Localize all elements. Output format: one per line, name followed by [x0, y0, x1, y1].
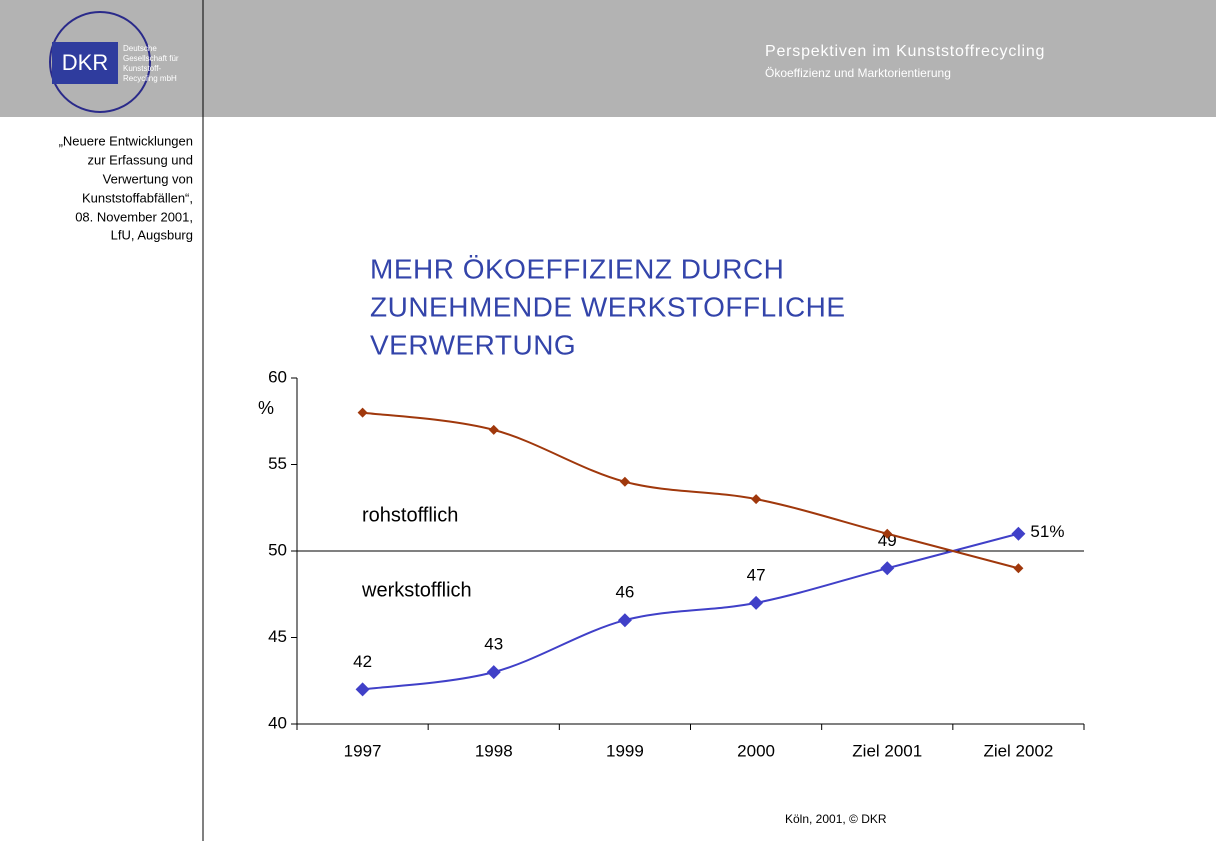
data-label: 42	[353, 652, 372, 671]
sidebar-line: zur Erfassung und	[87, 152, 193, 167]
y-tick-label: 40	[268, 713, 287, 732]
chart-title: VERWERTUNG	[370, 329, 576, 360]
data-label: 47	[747, 565, 766, 584]
logo-text: Deutsche	[123, 44, 157, 53]
data-point	[488, 424, 499, 435]
data-point	[882, 528, 893, 539]
y-tick-label: 45	[268, 627, 287, 646]
data-point	[751, 494, 762, 505]
x-tick-label: Ziel 2002	[983, 741, 1053, 760]
chart-title: MEHR ÖKOEFFIZIENZ DURCH	[370, 253, 784, 284]
x-tick-label: 2000	[737, 741, 775, 760]
data-label: 51%	[1030, 522, 1064, 541]
logo-text: Recycling mbH	[123, 74, 177, 83]
footer: Köln, 2001, © DKR	[785, 812, 887, 826]
logo-text: Kunststoff-	[123, 64, 161, 73]
sidebar-line: LfU, Augsburg	[111, 227, 193, 242]
series-name: rohstofflich	[362, 504, 458, 526]
sidebar-line: 08. November 2001,	[75, 209, 193, 224]
logo-text: Gesellschaft für	[123, 54, 179, 63]
logo-abbr: DKR	[62, 50, 108, 75]
y-tick-label: 60	[268, 367, 287, 386]
data-point	[749, 595, 764, 610]
data-point	[619, 476, 630, 487]
data-point	[1011, 526, 1026, 541]
sidebar-line: Verwertung von	[103, 171, 193, 186]
y-tick-label: 55	[268, 454, 287, 473]
x-tick-label: 1998	[475, 741, 513, 760]
series-name: werkstofflich	[361, 579, 472, 601]
x-tick-label: 1997	[344, 741, 382, 760]
series-line	[362, 532, 1019, 691]
series-line	[362, 411, 1019, 570]
x-tick-label: 1999	[606, 741, 644, 760]
logo-box	[52, 42, 118, 84]
data-point	[1013, 563, 1024, 574]
data-point	[355, 682, 370, 697]
data-point	[486, 665, 501, 680]
sidebar-line: Kunststoffabfällen“,	[82, 190, 193, 205]
x-tick-label: Ziel 2001	[852, 741, 922, 760]
header-subtitle: Ökoeffizienz und Marktorientierung	[765, 66, 951, 80]
data-label: 43	[484, 635, 503, 654]
sidebar-line: „Neuere Entwicklungen	[59, 133, 193, 148]
y-axis-label: %	[258, 398, 274, 418]
data-label: 46	[615, 583, 634, 602]
y-tick-label: 50	[268, 540, 287, 559]
logo-ring	[49, 11, 151, 113]
data-point	[357, 407, 368, 418]
header-title: Perspektiven im Kunststoffrecycling	[765, 43, 1045, 60]
data-point	[880, 561, 895, 576]
data-point	[617, 613, 632, 628]
chart-title: ZUNEHMENDE WERKSTOFFLICHE	[370, 291, 846, 322]
